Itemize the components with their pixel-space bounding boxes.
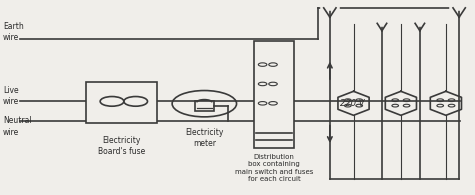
Bar — [195, 101, 214, 111]
Text: Electricity
meter: Electricity meter — [185, 128, 224, 148]
Text: Electricity
Board's fuse: Electricity Board's fuse — [98, 136, 145, 156]
Text: Distribution
box containing
main switch and fuses
for each circuit: Distribution box containing main switch … — [235, 154, 314, 182]
Text: Earth
wire: Earth wire — [3, 22, 24, 42]
Text: Neutral
wire: Neutral wire — [3, 116, 32, 136]
Bar — [254, 41, 294, 148]
Bar — [86, 82, 157, 123]
Text: Live
wire: Live wire — [3, 86, 19, 106]
Text: 220 V: 220 V — [340, 99, 365, 108]
